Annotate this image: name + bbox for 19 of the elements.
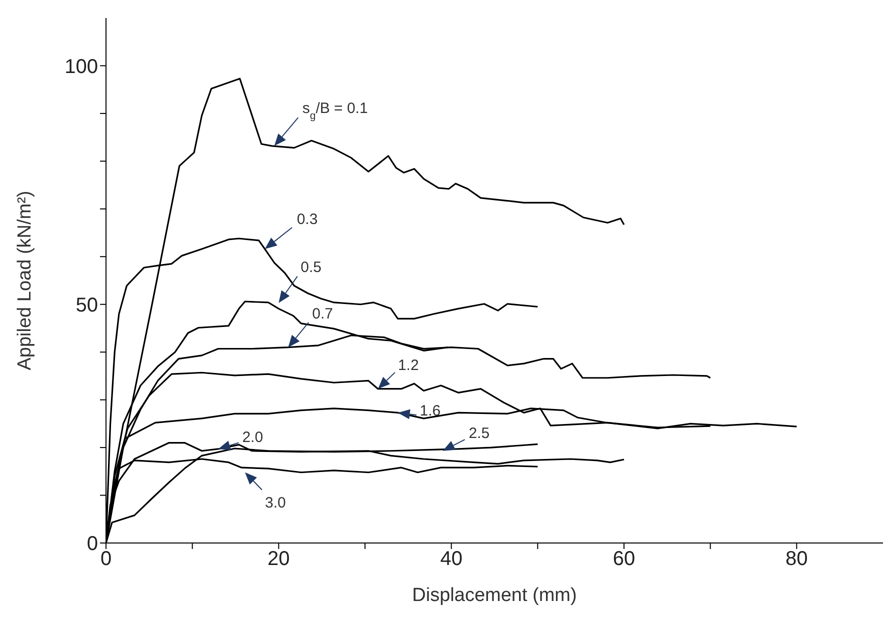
x-tick-label: 0 <box>100 548 112 570</box>
x-tick-label: 80 <box>786 548 808 570</box>
y-tick-label: 100 <box>64 56 98 78</box>
annotation: 1.6 <box>420 402 441 420</box>
annotation: 0.3 <box>296 211 318 228</box>
annotation: 3.0 <box>264 494 286 512</box>
annotation: 0.7 <box>312 305 334 322</box>
annotation: s$_{g}$/B = 0.1 <box>302 100 368 122</box>
y-tick-label: 50 <box>76 294 98 316</box>
x-tick-label: 60 <box>612 548 636 570</box>
annotation: 2.0 <box>242 428 264 446</box>
annotation: 2.5 <box>468 424 490 442</box>
x-axis-title: Displacement (mm) <box>412 585 577 606</box>
y-axis-title: Appiled Load (kN/m²) <box>14 190 36 370</box>
x-tick-label: 20 <box>268 548 290 570</box>
annotation: 1.2 <box>398 356 419 374</box>
x-tick-label: 40 <box>440 548 462 570</box>
annotation: 0.5 <box>300 258 322 276</box>
y-tick-label: 0 <box>86 533 98 556</box>
